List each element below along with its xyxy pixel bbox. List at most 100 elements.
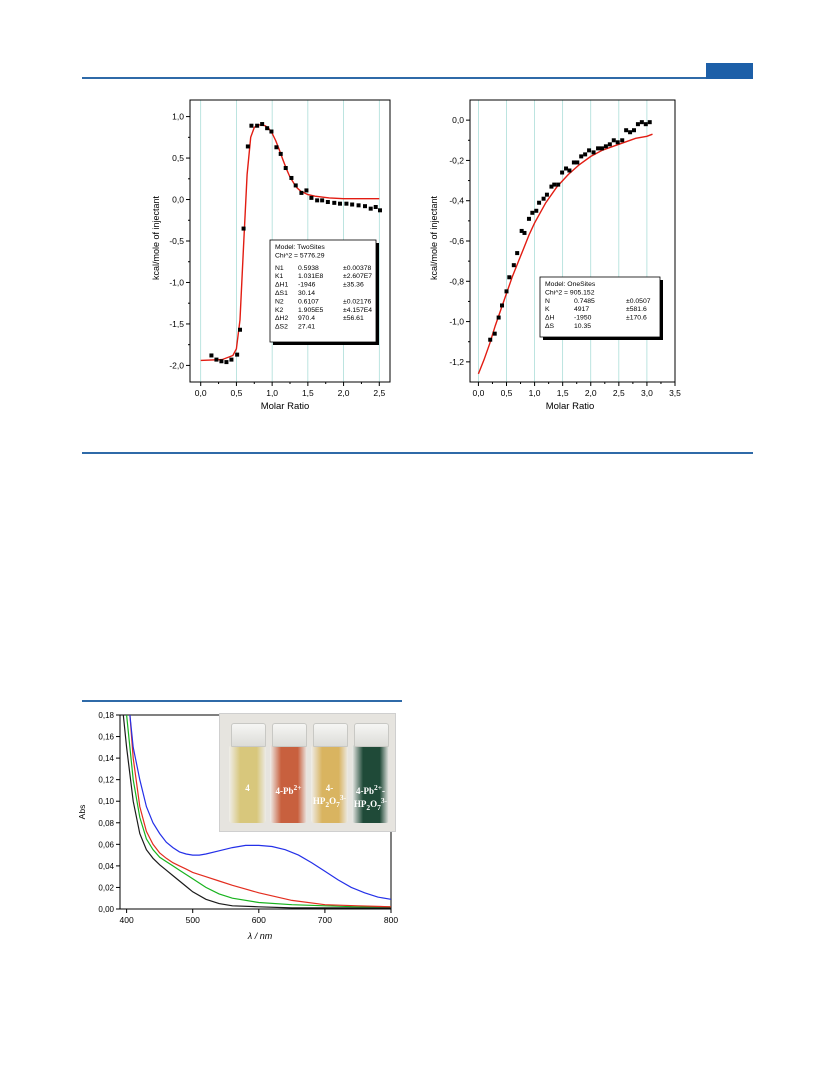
y-tick-label: 0,02	[98, 883, 114, 892]
vial-label: 4	[245, 783, 250, 793]
data-point	[496, 315, 501, 320]
data-point	[350, 202, 355, 207]
x-tick-label: 3,0	[641, 388, 653, 398]
legend-value: 30.14	[298, 290, 315, 297]
absorbance-series-3	[129, 714, 392, 908]
legend-value: 0.7485	[574, 298, 595, 305]
section-rule-1	[82, 452, 753, 454]
y-tick-label: 0,0	[452, 115, 464, 125]
legend-error: ±0.00378	[343, 265, 372, 272]
y-axis-label: kcal/mole of injectant	[429, 195, 439, 280]
data-point	[624, 128, 629, 133]
y-tick-label: -1,5	[169, 319, 184, 329]
legend-chi: Chi^2 = 905.152	[545, 289, 595, 296]
header-rule	[82, 77, 753, 79]
data-point	[309, 195, 314, 200]
legend-value: 0.6107	[298, 298, 319, 305]
data-point	[526, 216, 531, 221]
y-tick-label: -0,8	[449, 276, 464, 286]
data-point	[363, 204, 367, 209]
data-point	[378, 208, 382, 213]
absorbance-series-4	[129, 714, 392, 900]
y-tick-label: -0,4	[449, 196, 464, 206]
data-point	[511, 263, 516, 268]
data-point	[504, 289, 509, 294]
legend-value: 970.4	[298, 315, 315, 322]
legend-value: 0.5938	[298, 265, 319, 272]
legend-value: -1946	[298, 282, 316, 289]
legend-param: ΔS2	[275, 324, 288, 331]
data-point	[214, 357, 219, 362]
legend-param: N2	[275, 298, 284, 305]
data-point	[278, 151, 283, 156]
legend-value: 4917	[574, 306, 589, 313]
data-point	[299, 190, 304, 195]
y-tick-label: 0,16	[98, 733, 114, 742]
legend-param: ΔS1	[275, 290, 288, 297]
data-point	[260, 122, 265, 127]
data-point	[647, 120, 652, 125]
legend-value: 1.031E8	[298, 273, 324, 280]
legend-error: ±0.02176	[343, 298, 372, 305]
header-tab	[706, 63, 753, 79]
y-tick-label: -0,2	[449, 155, 464, 165]
legend-model: Model: TwoSites	[275, 244, 325, 251]
data-point	[643, 122, 648, 127]
data-point	[238, 327, 242, 332]
fit-curve	[477, 133, 653, 375]
legend-value: -1950	[574, 315, 592, 322]
data-point	[209, 353, 214, 358]
x-tick-label: 0,0	[473, 388, 485, 398]
data-point	[575, 160, 580, 165]
data-point	[293, 183, 298, 188]
y-tick-label: -0,6	[449, 236, 464, 246]
data-point	[579, 154, 584, 159]
data-point	[283, 166, 288, 171]
data-point	[315, 198, 320, 203]
data-point	[235, 352, 240, 357]
itc-onesites-chart: 0,0 0,5 1,0 1,5 2,0 2,5 3,0 3,5 -1,2 -1,0 -0,8 -0,6…	[429, 99, 681, 412]
data-point	[537, 200, 542, 205]
legend-error: ±581.6	[626, 306, 647, 313]
legend-value: 1.905E5	[298, 307, 324, 314]
data-point	[591, 150, 596, 155]
data-point	[620, 138, 625, 143]
data-point	[245, 144, 250, 149]
x-tick-label: 400	[120, 915, 134, 925]
data-point	[229, 357, 234, 362]
vial-cap	[272, 723, 307, 747]
data-point	[492, 331, 497, 336]
data-point	[530, 210, 535, 215]
data-point	[611, 138, 616, 143]
data-point	[628, 130, 633, 135]
data-point	[567, 168, 572, 173]
legend-value: 10.35	[574, 323, 591, 330]
data-point	[332, 200, 337, 205]
data-point	[639, 120, 644, 125]
data-point	[564, 166, 569, 171]
legend-param: ΔH1	[275, 282, 288, 289]
legend-error: ±2.607E7	[343, 273, 372, 280]
data-point	[269, 129, 274, 134]
legend-param: K	[545, 306, 550, 313]
legend-param: K2	[275, 307, 284, 314]
x-tick-label: 500	[186, 915, 200, 925]
data-point	[515, 251, 520, 256]
data-point	[325, 200, 330, 205]
vials-photo: 4 4-Pb2+ 4-HP2O73- 4-Pb2+- HP2O73-	[219, 713, 396, 832]
data-point	[544, 192, 549, 197]
legend-value: 27.41	[298, 324, 315, 331]
y-axis-label: Abs	[77, 805, 87, 820]
data-point	[219, 359, 224, 364]
y-axis-label: kcal/mole of injectant	[151, 195, 161, 280]
fit-curve	[200, 124, 380, 362]
data-point	[507, 275, 512, 280]
legend-param: K1	[275, 273, 284, 280]
x-tick-label: 2,5	[373, 388, 385, 398]
legend-model: Model: OneSites	[545, 281, 596, 288]
data-point	[373, 204, 378, 209]
vial-3: 4-HP2O73-	[311, 723, 348, 823]
y-tick-label: 0,14	[98, 754, 114, 763]
data-point	[255, 123, 260, 128]
absorbance-series-1	[122, 714, 391, 909]
